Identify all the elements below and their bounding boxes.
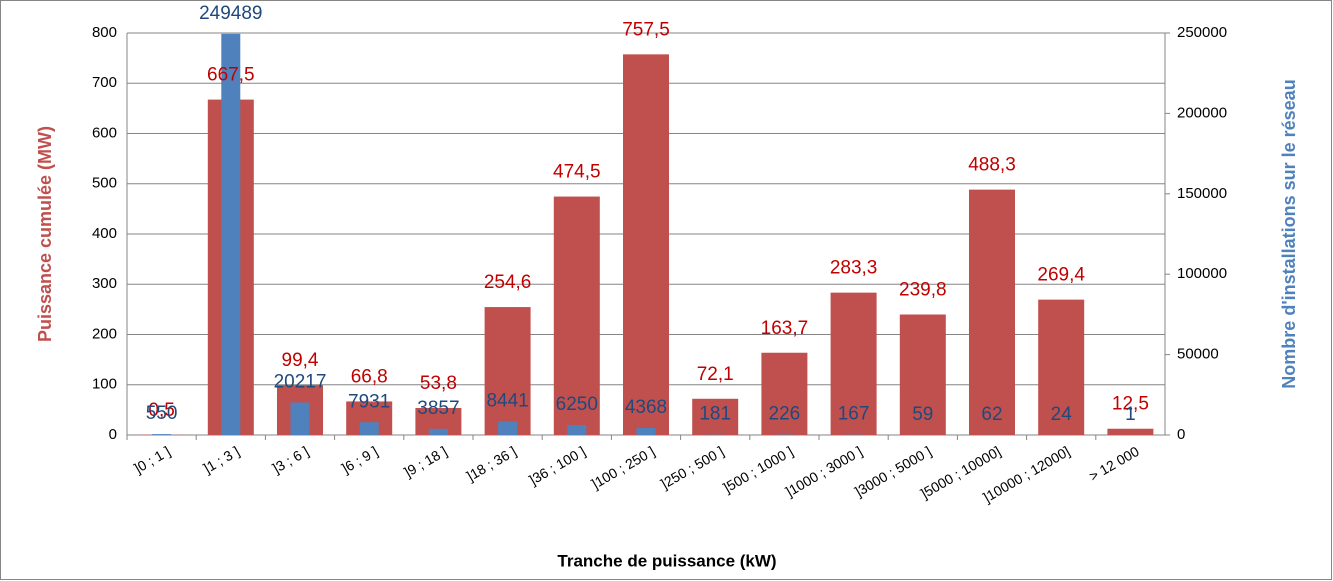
y-tick-label: 500 [92, 175, 117, 192]
y2-tick-label: 0 [1177, 426, 1185, 443]
data-label: 474,5 [553, 162, 601, 183]
data-label: 99,4 [282, 350, 319, 371]
data-label: 226 [769, 404, 801, 425]
data-label: 4368 [625, 397, 667, 418]
y-tick-label: 800 [92, 24, 117, 41]
data-label: 3857 [417, 398, 459, 419]
bar [899, 314, 946, 435]
data-label: 550 [146, 403, 178, 424]
bar [692, 398, 739, 435]
bar [428, 428, 448, 435]
bar [553, 196, 600, 435]
bar [290, 402, 310, 435]
y2-tick-label: 100000 [1177, 265, 1227, 282]
y2-tick-label: 150000 [1177, 185, 1227, 202]
bar [636, 427, 656, 435]
data-label: 6250 [556, 394, 598, 415]
bar [969, 189, 1015, 435]
data-label: 667,5 [207, 65, 255, 86]
data-label: 239,8 [899, 280, 947, 301]
y-axis-label: Puissance cumulée (MW) [35, 126, 55, 342]
y2-axis-label: Nombre d'installations sur le réseau [1279, 79, 1299, 388]
data-label: 249489 [199, 3, 262, 24]
data-label: 7931 [348, 391, 390, 412]
bar [484, 307, 531, 435]
data-label: 24 [1051, 404, 1073, 425]
data-label: 163,7 [761, 318, 809, 339]
data-label: 0,5 [148, 400, 174, 421]
data-label: 269,4 [1037, 265, 1085, 286]
y-tick-label: 200 [92, 325, 117, 342]
data-label: 283,3 [830, 258, 878, 279]
data-label: 66,8 [351, 366, 388, 387]
data-label: 62 [981, 404, 1002, 425]
y-tick-label: 100 [92, 376, 117, 393]
data-label: 20217 [274, 372, 327, 393]
y2-tick-label: 250000 [1177, 24, 1227, 41]
data-label: 1 [1125, 404, 1136, 425]
bar [830, 292, 877, 435]
bar [623, 54, 669, 435]
data-label: 12,5 [1112, 394, 1149, 415]
data-label: 254,6 [484, 272, 532, 293]
bar [498, 421, 518, 435]
data-label: 181 [699, 404, 731, 425]
bar [221, 33, 241, 436]
bar [761, 352, 808, 435]
data-label: 72,1 [697, 364, 734, 385]
y-tick-label: 700 [92, 74, 117, 91]
y-tick-label: 300 [92, 275, 117, 292]
data-label: 488,3 [968, 155, 1016, 176]
y2-tick-label: 50000 [1177, 346, 1219, 363]
data-label: 8441 [486, 390, 528, 411]
x-axis-label: Tranche de puissance (kW) [557, 551, 776, 570]
data-label: 53,8 [420, 373, 457, 394]
y-tick-label: 400 [92, 225, 117, 242]
data-label: 757,5 [622, 19, 670, 40]
bar [1038, 299, 1085, 435]
y-tick-label: 0 [109, 426, 117, 443]
data-label: 167 [838, 404, 870, 425]
bar [152, 434, 172, 435]
bar [1107, 428, 1154, 435]
data-label: 59 [912, 404, 933, 425]
y-tick-label: 600 [92, 124, 117, 141]
bar [567, 424, 587, 435]
y2-tick-label: 200000 [1177, 104, 1227, 121]
bar [359, 422, 379, 435]
